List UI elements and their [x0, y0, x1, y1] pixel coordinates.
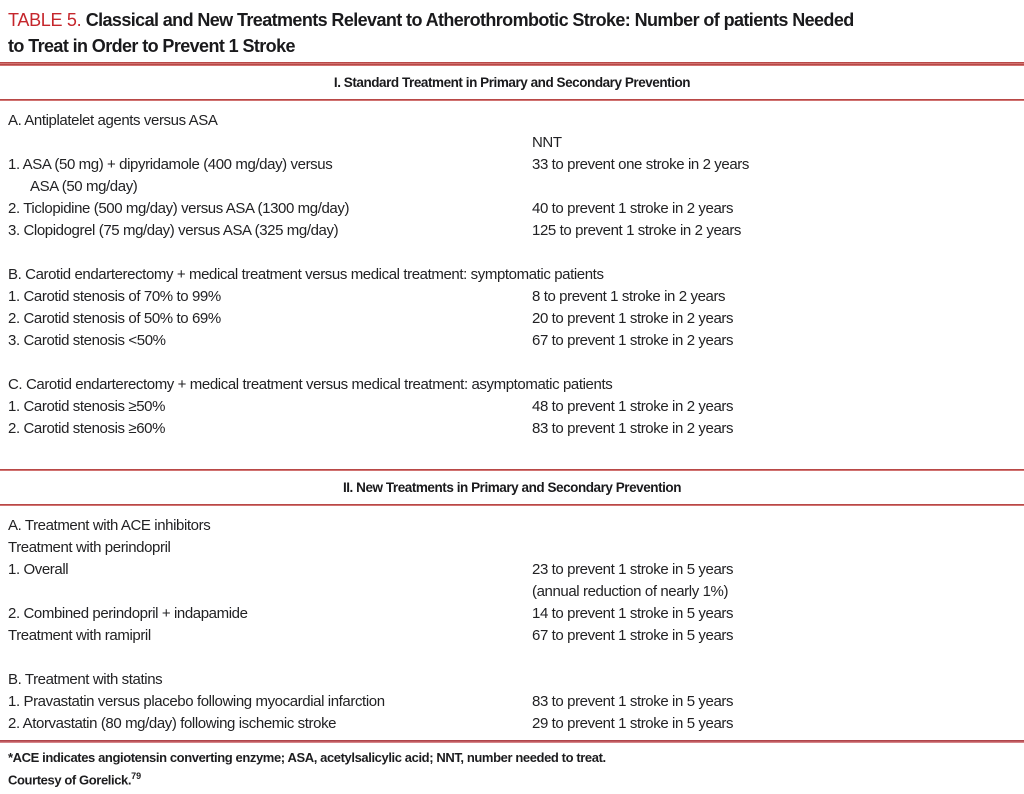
table-row: 1. Pravastatin versus placebo following …	[0, 691, 1024, 713]
row-treatment-label: 2. Atorvastatin (80 mg/day) following is…	[8, 715, 337, 732]
table-row: C. Carotid endarterectomy + medical trea…	[0, 374, 1024, 396]
row-nnt-value	[532, 176, 1024, 198]
row-treatment-label: 2. Ticlopidine (500 mg/day) versus ASA (…	[8, 200, 350, 217]
table-row: 2. Combined perindopril + indapamide 14 t…	[0, 603, 1024, 625]
row-nnt-value: 33 to prevent one stroke in 2 years	[532, 156, 749, 173]
row-group-antiplatelet-agents-vs-asa: A. Antiplatelet agents versus ASA NNT 1. A…	[0, 110, 1024, 242]
row-treatment-label: C. Carotid endarterectomy + medical trea…	[8, 376, 613, 393]
row-treatment-label: ASA (50 mg/day)	[30, 178, 138, 195]
table-row: (annual reduction of nearly 1%)	[0, 581, 1024, 603]
row-group-statins: B. Treatment with statins 1. Pravastatin …	[0, 669, 1024, 735]
row-nnt-value: 48 to prevent 1 stroke in 2 years	[532, 398, 734, 415]
table-row: 1. ASA (50 mg) + dipyridamole (400 mg/da…	[0, 154, 1024, 176]
row-treatment-label: 2. Carotid stenosis ≥60%	[8, 420, 166, 437]
section-header-band: II. New Treatments in Primary and Second…	[0, 469, 1024, 506]
row-nnt-value: 20 to prevent 1 stroke in 2 years	[532, 310, 734, 327]
row-group-carotid-endarterectomy-symptomatic: B. Carotid endarterectomy + medical trea…	[0, 264, 1024, 352]
row-treatment-label: 2. Carotid stenosis of 50% to 69%	[8, 310, 221, 327]
row-nnt-value: 67 to prevent 1 stroke in 5 years	[532, 627, 734, 644]
footnote-abbreviations: *ACE indicates angiotensin converting en…	[8, 750, 606, 765]
row-treatment-label: A. Antiplatelet agents versus ASA	[8, 112, 218, 129]
table-row: B. Treatment with statins	[0, 669, 1024, 691]
row-treatment-label: 1. Overall	[8, 561, 69, 578]
section-rule-top	[0, 64, 1024, 66]
row-nnt-value: 8 to prevent 1 stroke in 2 years	[532, 288, 726, 305]
row-treatment-label	[8, 581, 532, 603]
row-treatment-label: 1. ASA (50 mg) + dipyridamole (400 mg/da…	[8, 156, 333, 173]
row-treatment-label: Treatment with ramipril	[8, 627, 151, 644]
table-title: TABLE 5. Classical and New Treatments Re…	[0, 0, 1024, 59]
row-nnt-value	[532, 669, 1024, 691]
section-header: I. Standard Treatment in Primary and Sec…	[333, 75, 691, 90]
section-header: II. New Treatments in Primary and Second…	[342, 480, 682, 495]
table-footnote: *ACE indicates angiotensin converting en…	[0, 743, 1024, 789]
section-rows: A. Treatment with ACE inhibitors Treatmen…	[0, 506, 1024, 735]
table-row: 1. Carotid stenosis of 70% to 99% 8 to pr…	[0, 286, 1024, 308]
row-treatment-label: B. Treatment with statins	[8, 671, 163, 688]
row-treatment-label	[8, 132, 532, 154]
footnote-reference-superscript: 79	[131, 771, 142, 781]
table-row: 1. Overall 23 to prevent 1 stroke in 5 ye…	[0, 559, 1024, 581]
table-row: Treatment with ramipril 67 to prevent 1 s…	[0, 625, 1024, 647]
table-row: 2. Carotid stenosis ≥60% 83 to prevent 1 …	[0, 418, 1024, 440]
table-body: I. Standard Treatment in Primary and Sec…	[0, 64, 1024, 735]
row-nnt-value: 29 to prevent 1 stroke in 5 years	[532, 715, 734, 732]
footnote-rule	[0, 740, 1024, 743]
table-row: B. Carotid endarterectomy + medical trea…	[0, 264, 1024, 286]
row-treatment-label: 2. Combined perindopril + indapamide	[8, 605, 248, 622]
row-treatment-label: 1. Carotid stenosis of 70% to 99%	[8, 288, 221, 305]
row-nnt-value	[532, 264, 1024, 286]
row-nnt-value: 83 to prevent 1 stroke in 5 years	[532, 693, 734, 710]
table-row: 3. Clopidogrel (75 mg/day) versus ASA (3…	[0, 220, 1024, 242]
row-group-ace-inhibitors: A. Treatment with ACE inhibitors Treatmen…	[0, 515, 1024, 647]
row-nnt-value	[532, 110, 1024, 132]
table-row: 1. Carotid stenosis ≥50% 48 to prevent 1 …	[0, 396, 1024, 418]
footnote-courtesy-text: Courtesy of Gorelick.	[8, 772, 132, 788]
row-treatment-label: B. Carotid endarterectomy + medical trea…	[8, 266, 604, 283]
row-treatment-label: 1. Pravastatin versus placebo following …	[8, 693, 385, 710]
row-nnt-value: NNT	[532, 134, 562, 151]
table-number-label: TABLE 5.	[8, 10, 82, 30]
section-rule-bottom	[0, 504, 1024, 506]
section-rule-top	[0, 469, 1024, 471]
row-nnt-value: 125 to prevent 1 stroke in 2 years	[532, 222, 742, 239]
row-nnt-value: 67 to prevent 1 stroke in 2 years	[532, 332, 734, 349]
row-nnt-value: 40 to prevent 1 stroke in 2 years	[532, 200, 734, 217]
table-title-line1: TABLE 5. Classical and New Treatments Re…	[8, 7, 1016, 33]
row-treatment-label: A. Treatment with ACE inhibitors	[8, 517, 211, 534]
row-nnt-value: 83 to prevent 1 stroke in 2 years	[532, 420, 734, 437]
table-row: Treatment with perindopril	[0, 537, 1024, 559]
section-header-band: I. Standard Treatment in Primary and Sec…	[0, 64, 1024, 101]
row-nnt-value	[532, 374, 1024, 396]
footnote-courtesy: Courtesy of Gorelick.79	[8, 767, 1016, 789]
row-treatment-label: 3. Carotid stenosis <50%	[8, 332, 166, 349]
table-row: 3. Carotid stenosis <50% 67 to prevent 1 …	[0, 330, 1024, 352]
row-nnt-value: (annual reduction of nearly 1%)	[532, 583, 729, 600]
row-treatment-label: 3. Clopidogrel (75 mg/day) versus ASA (3…	[8, 222, 339, 239]
section-rule-bottom	[0, 99, 1024, 101]
row-nnt-value	[532, 537, 1024, 559]
table-row: 2. Carotid stenosis of 50% to 69% 20 to p…	[0, 308, 1024, 330]
table-title-line2: to Treat in Order to Prevent 1 Stroke	[8, 36, 295, 56]
section-rows: A. Antiplatelet agents versus ASA NNT 1. A…	[0, 101, 1024, 440]
row-treatment-label: 1. Carotid stenosis ≥50%	[8, 398, 166, 415]
table-row: ASA (50 mg/day)	[0, 176, 1024, 198]
table-row: 2. Ticlopidine (500 mg/day) versus ASA (…	[0, 198, 1024, 220]
row-nnt-value	[532, 515, 1024, 537]
table-row: NNT	[0, 132, 1024, 154]
row-group-carotid-endarterectomy-asymptomatic: C. Carotid endarterectomy + medical trea…	[0, 374, 1024, 440]
table-row: 2. Atorvastatin (80 mg/day) following is…	[0, 713, 1024, 735]
top-rule	[0, 62, 1024, 64]
row-nnt-value: 14 to prevent 1 stroke in 5 years	[532, 605, 734, 622]
table-row: A. Antiplatelet agents versus ASA	[0, 110, 1024, 132]
row-nnt-value: 23 to prevent 1 stroke in 5 years	[532, 561, 734, 578]
table-row: A. Treatment with ACE inhibitors	[0, 515, 1024, 537]
table-title-text1: Classical and New Treatments Relevant to…	[85, 10, 855, 30]
row-treatment-label: Treatment with perindopril	[8, 539, 171, 556]
